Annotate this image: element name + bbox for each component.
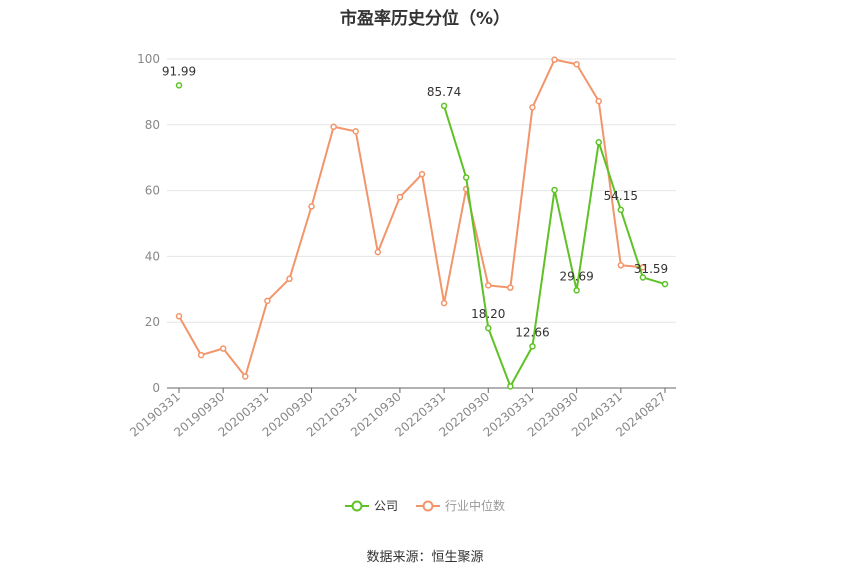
- data-point-industry[interactable]: [573, 61, 580, 68]
- line-chart: 0204060801002019033120190930202003312020…: [127, 52, 676, 440]
- data-point-company[interactable]: [551, 186, 558, 194]
- legend-company-label: 公司: [373, 499, 398, 513]
- y-tick-label: 60: [145, 184, 160, 198]
- data-label: 31.59: [634, 262, 668, 276]
- data-label: 54.15: [604, 189, 638, 203]
- data-point-company[interactable]: [507, 383, 514, 390]
- data-label: 85.74: [427, 85, 461, 99]
- data-point-industry[interactable]: [374, 248, 382, 256]
- data-point-company[interactable]: [595, 138, 602, 146]
- data-point-industry[interactable]: [242, 373, 249, 380]
- data-label: 29.69: [559, 269, 593, 283]
- series-line-company: [443, 105, 666, 388]
- data-point-industry[interactable]: [617, 262, 625, 269]
- data-source: 数据来源：恒生聚源: [366, 550, 484, 565]
- data-point-industry[interactable]: [418, 170, 426, 178]
- data-point-company[interactable]: [440, 102, 448, 110]
- legend-industry-icon: [416, 500, 440, 511]
- y-tick-label: 80: [145, 118, 160, 132]
- y-tick-label: 100: [137, 52, 160, 66]
- data-point-company[interactable]: [485, 324, 492, 332]
- data-point-industry[interactable]: [219, 345, 227, 352]
- data-point-industry[interactable]: [197, 351, 205, 359]
- series-line-industry: [178, 58, 643, 378]
- legend-company-marker: [351, 500, 363, 511]
- data-labels: 91.99 85.74 18.20 12.66 29.69 54.15 31.59: [162, 64, 668, 339]
- data-point-company[interactable]: [661, 280, 669, 288]
- legend-item-industry[interactable]: 行业中位数: [416, 497, 505, 514]
- data-point-company[interactable]: [617, 206, 625, 214]
- data-point-company[interactable]: [462, 174, 470, 181]
- series-lines: [175, 56, 669, 390]
- legend-industry-marker: [422, 500, 434, 511]
- data-point-industry[interactable]: [264, 297, 271, 305]
- y-tick-label: 0: [152, 381, 160, 395]
- data-label: 18.20: [471, 307, 505, 321]
- legend-industry-label: 行业中位数: [445, 499, 506, 513]
- y-tick-label: 40: [145, 249, 160, 263]
- data-point-industry[interactable]: [175, 313, 183, 320]
- data-point-industry[interactable]: [330, 123, 337, 131]
- legend-item-company[interactable]: 公司: [344, 497, 398, 514]
- data-point-industry[interactable]: [507, 284, 514, 291]
- data-label: 91.99: [162, 64, 196, 78]
- legend-company-icon: [344, 500, 369, 511]
- data-point-industry[interactable]: [551, 56, 558, 63]
- data-point-company[interactable]: [175, 82, 183, 89]
- data-point-industry[interactable]: [396, 193, 404, 201]
- data-point-industry[interactable]: [440, 299, 448, 307]
- data-point-industry[interactable]: [308, 203, 315, 210]
- data-point-industry[interactable]: [485, 282, 492, 289]
- data-point-industry[interactable]: [352, 128, 359, 135]
- chart-title: 市盈率历史分位（%）: [339, 9, 511, 29]
- data-point-industry[interactable]: [595, 97, 602, 105]
- axes: 0204060801002019033120190930202003312020…: [127, 52, 676, 440]
- y-tick-label: 20: [145, 315, 160, 329]
- data-point-company[interactable]: [573, 287, 580, 294]
- data-point-company[interactable]: [529, 343, 536, 350]
- data-label: 12.66: [515, 325, 549, 339]
- data-point-company[interactable]: [639, 274, 647, 281]
- legend: 公司 行业中位数: [0, 497, 850, 514]
- data-point-industry[interactable]: [286, 275, 293, 283]
- data-point-industry[interactable]: [529, 104, 536, 111]
